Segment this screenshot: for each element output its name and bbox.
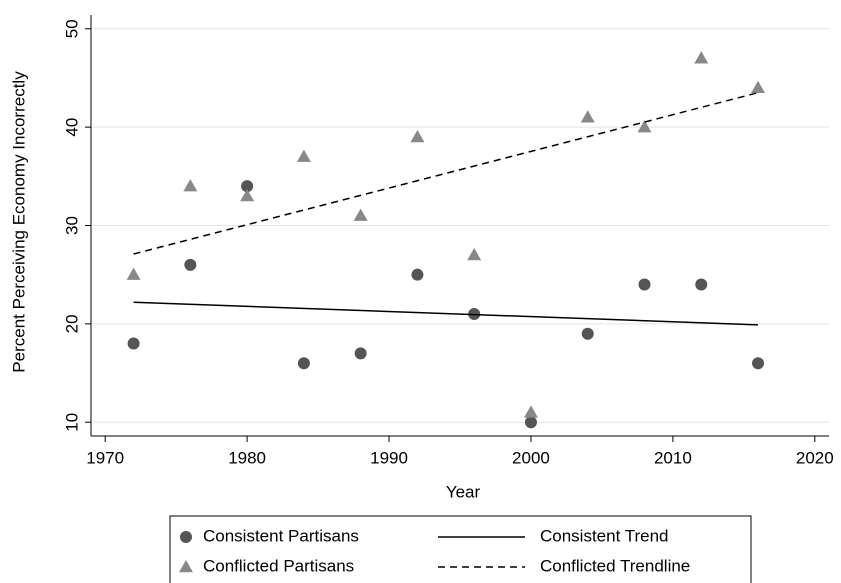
legend-box: [169, 515, 752, 583]
legend-label: Conflicted Partisans: [203, 556, 354, 575]
data-point: [524, 416, 537, 429]
x-tick-label: 2000: [512, 448, 550, 467]
y-tick-label: 40: [62, 118, 81, 137]
data-point: [411, 268, 424, 281]
data-point: [410, 129, 425, 143]
data-point: [751, 80, 766, 94]
y-tick-label: 30: [62, 216, 81, 235]
x-tick-label: 2010: [654, 448, 692, 467]
data-point: [581, 327, 594, 340]
data-point: [127, 337, 140, 350]
data-point: [183, 179, 198, 192]
data-point: [580, 110, 595, 123]
y-tick-label: 10: [62, 413, 81, 432]
x-axis-label: Year: [446, 482, 481, 501]
data-point: [296, 149, 311, 162]
data-point: [523, 405, 538, 418]
x-tick-label: 1990: [370, 448, 408, 467]
x-tick-label: 1980: [228, 448, 266, 467]
data-point: [694, 51, 709, 64]
data-point: [354, 347, 367, 360]
legend-marker: [180, 531, 192, 543]
x-tick-label: 1970: [86, 448, 124, 467]
data-point: [353, 208, 368, 221]
data-point: [467, 248, 482, 261]
legend-label: Conflicted Trendline: [540, 556, 690, 575]
data-point: [752, 357, 765, 370]
data-point: [637, 120, 652, 133]
data-point: [297, 357, 310, 370]
legend-marker: [179, 560, 193, 573]
data-point: [126, 267, 141, 280]
y-tick-label: 20: [62, 314, 81, 333]
legend-label: Consistent Trend: [540, 526, 669, 545]
data-point: [638, 278, 651, 291]
legend-label: Consistent Partisans: [203, 526, 359, 545]
y-axis-label: Percent Perceiving Economy Incorrectly: [9, 71, 28, 373]
trend-line: [133, 301, 759, 326]
data-point: [695, 278, 708, 291]
data-point: [240, 188, 255, 202]
data-point: [241, 180, 254, 193]
y-tick-label: 50: [62, 19, 81, 38]
data-point: [184, 258, 197, 271]
x-tick-label: 2020: [796, 448, 834, 467]
